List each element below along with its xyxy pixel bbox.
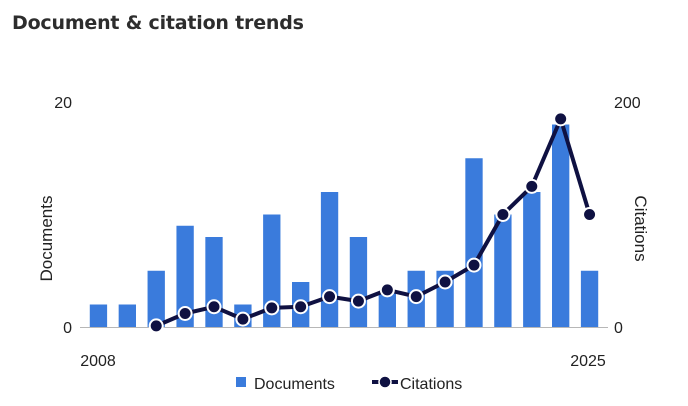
citations-point-2017: [350, 293, 366, 309]
y-right-axis-title: Citations: [631, 195, 650, 261]
citations-point-2025: [582, 207, 598, 222]
citations-point-2014: [264, 300, 280, 316]
documents-bar-2008: [89, 304, 108, 327]
citations-point-2020: [437, 274, 453, 290]
documents-bar-2024: [552, 124, 570, 327]
documents-bar-2025: [580, 270, 599, 327]
citations-point-2018: [379, 282, 395, 298]
citations-line: [155, 116, 592, 328]
citations-point-2016: [322, 289, 338, 305]
y-right-tick-max: 200: [614, 95, 641, 112]
y-left-tick-min: 0: [63, 320, 72, 337]
y-left-tick-max: 20: [54, 95, 72, 112]
x-tick-first: 2008: [80, 353, 116, 370]
chart-title: Document & citation trends: [12, 12, 304, 34]
legend-citations-dot-swatch: [378, 375, 392, 389]
documents-bars: [89, 124, 599, 327]
documents-bar-2014: [263, 214, 281, 327]
citations-point-2013: [235, 311, 251, 327]
citations-points: [148, 111, 598, 334]
documents-bar-2022: [494, 214, 512, 327]
documents-bar-2009: [118, 304, 136, 327]
citations-point-2010: [148, 318, 164, 334]
documents-bar-2023: [523, 192, 541, 327]
y-left-axis-title: Documents: [37, 196, 56, 282]
citations-point-2022: [495, 207, 511, 222]
legend-documents-label: Documents: [254, 376, 335, 393]
documents-bar-2011: [176, 225, 194, 327]
legend: Documents Citations: [236, 375, 462, 393]
citations-point-2024: [553, 111, 569, 127]
legend-documents-swatch: [236, 377, 246, 387]
citations-point-2015: [293, 299, 309, 315]
citations-point-2012: [206, 299, 222, 315]
documents-bar-2017: [349, 237, 368, 327]
x-tick-last: 2025: [570, 353, 606, 370]
citations-point-2021: [466, 257, 482, 273]
citations-point-2011: [177, 306, 193, 321]
documents-bar-2018: [378, 293, 396, 327]
citations-point-2019: [408, 289, 424, 305]
documents-bar-2016: [320, 192, 339, 327]
documents-bar-2021: [465, 158, 483, 327]
legend-citations-label: Citations: [400, 376, 462, 393]
citations-point-2023: [524, 178, 540, 194]
y-right-tick-min: 0: [614, 320, 623, 337]
documents-bar-2010: [147, 270, 165, 327]
